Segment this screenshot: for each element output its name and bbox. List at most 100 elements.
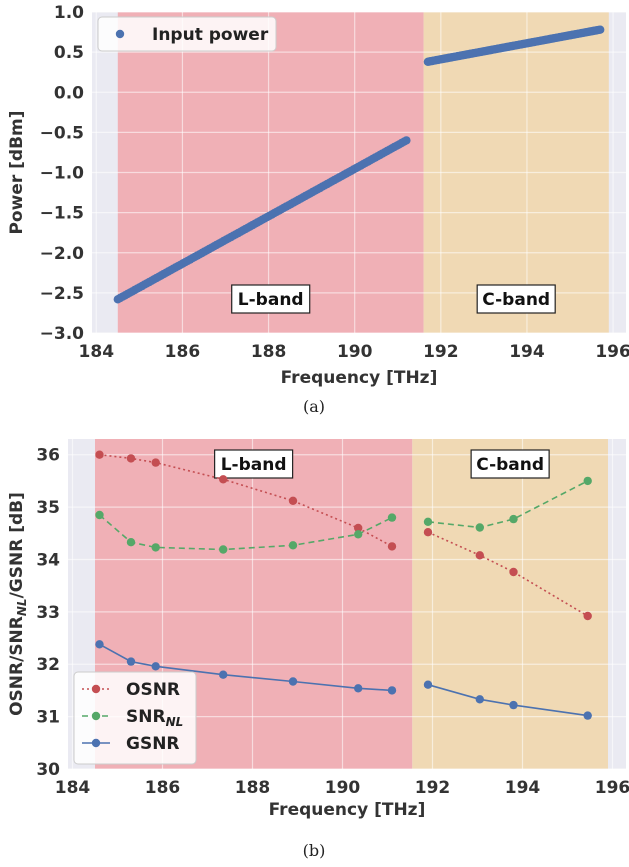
data-point: [509, 567, 518, 577]
data-point: [475, 523, 484, 532]
x-tick-label: 190: [325, 778, 361, 798]
y-tick-label: 30: [36, 760, 60, 780]
x-tick-label: 186: [145, 778, 181, 798]
y-axis-label: OSNR/SNRNL/GSNR [dB]: [7, 492, 29, 716]
y-axis-label: Power [dBm]: [7, 110, 27, 234]
data-point: [354, 530, 363, 539]
series-line: [427, 531, 589, 617]
legend: OSNR SNRNL GSNR: [73, 671, 197, 765]
x-tick-label: 194: [505, 778, 541, 798]
legend-box: [97, 16, 277, 52]
legend: Input power: [97, 16, 277, 52]
y-tick-label: 31: [36, 708, 60, 728]
data-point: [354, 523, 363, 533]
data-point: [423, 528, 433, 537]
data-point: [423, 517, 433, 526]
legend-label: GSNR: [126, 734, 180, 754]
data-point: [354, 684, 363, 693]
legend-box: [73, 671, 197, 765]
y-tick-label: 0.0: [54, 83, 84, 103]
y-tick-label: −2.0: [40, 244, 85, 264]
band-label: C-band: [482, 290, 550, 310]
y-tick-label: 0.5: [54, 43, 84, 63]
data-point: [126, 454, 136, 463]
y-tick-label: 32: [36, 655, 60, 675]
x-tick-label: 196: [595, 342, 629, 362]
data-point: [475, 695, 484, 704]
x-tick-label: 184: [55, 778, 91, 798]
data-point: [583, 611, 592, 621]
data-point: [219, 475, 228, 484]
y-tick-label: −1.0: [40, 164, 85, 184]
y-tick-label: −0.5: [40, 123, 84, 143]
data-point: [596, 25, 605, 34]
band-label-box: [231, 284, 311, 314]
legend-label: OSNR: [126, 680, 180, 700]
data-point: [95, 450, 104, 459]
band-label-box: [214, 449, 294, 479]
x-tick-label: 188: [251, 342, 287, 362]
data-point: [288, 541, 298, 550]
y-tick-label: −3.0: [40, 324, 85, 344]
data-point: [387, 513, 397, 522]
data-point: [151, 662, 160, 671]
x-tick-label: 184: [79, 342, 115, 362]
data-point: [288, 496, 298, 505]
legend-label: SNRNL: [126, 707, 183, 729]
data-point: [423, 680, 433, 689]
band-c-band: [412, 439, 608, 769]
data-point: [95, 510, 104, 520]
y-tick-label: 35: [36, 498, 60, 518]
data-point: [126, 657, 136, 666]
series-line: [427, 683, 588, 717]
y-tick-label: −2.5: [40, 284, 84, 304]
data-point: [126, 538, 136, 547]
x-tick-label: 196: [595, 778, 629, 798]
x-tick-label: 188: [235, 778, 271, 798]
data-point: [219, 670, 228, 679]
x-tick-label: 186: [165, 342, 201, 362]
y-tick-label: 33: [36, 603, 60, 623]
x-tick-label: 192: [423, 342, 459, 362]
data-point: [475, 551, 484, 560]
series-gsnr: [95, 640, 592, 720]
y-tick-label: 36: [36, 446, 60, 466]
x-axis-label: Frequency [THz]: [269, 800, 426, 820]
band-label: C-band: [476, 455, 544, 475]
legend-marker: [115, 29, 125, 39]
data-point: [402, 136, 411, 145]
legend-marker: [91, 738, 101, 748]
data-point: [387, 686, 397, 695]
chart-b: 184 186 188 190 192 194 196 30 31 32 33 34 35 36 Frequ…: [7, 439, 629, 860]
band-label-box: [470, 449, 550, 479]
y-tick-label: −1.5: [40, 204, 84, 224]
data-point: [583, 476, 592, 486]
data-point: [219, 545, 228, 554]
data-point: [151, 543, 160, 552]
data-point: [95, 640, 104, 649]
series-snr-nl: [95, 476, 592, 554]
x-tick-label: 194: [509, 342, 545, 362]
x-axis-label: Frequency [THz]: [281, 368, 438, 388]
x-tick-label: 190: [337, 342, 373, 362]
figure-caption: (a): [303, 397, 325, 416]
data-point: [288, 677, 298, 686]
data-point: [583, 711, 592, 720]
data-point: [151, 458, 160, 467]
band-label-box: [476, 284, 556, 314]
legend-label: Input power: [152, 25, 269, 45]
legend-marker: [91, 684, 101, 694]
y-tick-label: 1.0: [54, 3, 84, 23]
data-point: [387, 542, 397, 551]
band-label: L-band: [238, 290, 304, 310]
data-point: [509, 514, 518, 524]
figure-caption: (b): [303, 841, 326, 860]
x-tick-label: 192: [415, 778, 451, 798]
legend-marker: [91, 711, 101, 721]
chart-a: 184 186 188 190 192 194 196 −3.0 −2.5 −2.0 −1.5 −1.…: [7, 3, 629, 416]
series-input power: [113, 25, 605, 304]
series-osnr: [95, 450, 592, 621]
data-point: [509, 700, 518, 710]
band-label: L-band: [221, 455, 287, 475]
